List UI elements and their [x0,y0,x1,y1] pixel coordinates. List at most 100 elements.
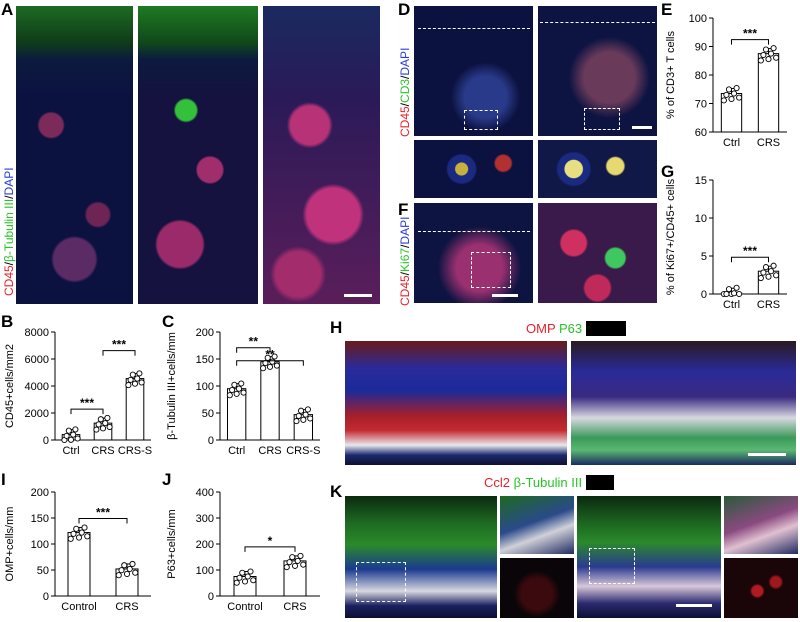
y-axis-label: CD45+cells/mm2 [4,344,16,428]
data-point [271,353,278,360]
inset-box [471,252,511,288]
x-tick-label: CRS [757,137,780,149]
data-point [736,94,743,101]
data-point [762,46,770,53]
data-point [104,414,111,421]
data-point [273,362,280,369]
data-point [239,569,246,576]
panel-label-b: B [1,312,14,331]
data-point [723,290,730,298]
stain-cd45: CD45 [398,106,412,137]
y-axis-label: OMP+cells/mm [4,507,16,582]
data-point [260,365,267,372]
micrograph-d-ctrl-zoom [414,140,533,198]
stain-sep: / [398,271,412,276]
data-point [93,426,100,433]
data-point [123,570,131,578]
y-tick-label: 100 [196,381,214,393]
data-point [97,416,104,423]
data-point [131,380,139,387]
micrograph-k-ctrl-zoom-merge [500,496,574,554]
y-axis-label: % of Ki67+/CD45+ cells [665,178,677,295]
y-tick-label: 50 [37,565,49,577]
data-point [767,50,775,57]
data-point [95,421,102,428]
y-tick-label: 50 [202,408,214,420]
panel-label-j: J [162,470,172,489]
data-point [226,392,233,399]
data-point [235,385,243,392]
y-tick-label: 4000 [25,381,49,393]
data-point [300,561,307,568]
micrograph-d-crs-zoom [538,140,657,198]
stain-ki67: Ki67 [398,247,412,272]
significance-bracket [236,360,304,366]
x-tick-label: Ctrl [228,445,245,457]
panel-label-d: D [398,0,411,19]
data-point [134,375,141,382]
panel-label-g: G [661,162,675,181]
stain-btubulin: β-Tubulin III [513,475,583,490]
significance-bracket [731,256,769,263]
y-tick-label: 150 [31,513,49,525]
chart-g: 0 5 10 15 % of Ki67+/CD45+ cells Ctrl CRS *** [665,175,787,311]
data-point [75,534,83,541]
data-point [725,86,733,93]
panel-label-f: F [398,200,409,219]
y-tick-label: 200 [196,327,214,339]
data-point [773,54,780,61]
scale-bar [492,294,518,297]
micrograph-a-ctrl [16,6,133,304]
data-point [730,90,738,97]
data-point [733,284,740,291]
stain-p63: P63 [559,321,583,336]
micrograph-h-ctrl [345,341,567,465]
micrograph-k-crs-zoom-red [724,558,798,618]
y-tick-label: 0 [208,435,214,447]
stain-dapi: DAPI [398,47,412,76]
panel-f-stain-label: CD45/Ki67/DAPI [398,217,412,306]
data-point [138,379,145,386]
data-point [74,435,81,442]
x-tick-label: CRS-S [286,445,320,457]
x-tick-label: Ctrl [723,299,740,311]
inset-box [464,110,498,130]
significance-bracket [102,350,136,356]
y-tick-label: 0 [43,591,49,603]
stain-cd3: CD3 [398,78,412,103]
significance-label: *** [80,396,94,410]
data-point [70,431,77,438]
data-point [760,51,767,59]
data-point [266,363,274,370]
data-point [297,552,304,559]
panel-d-stain-label: CD45/CD3/DAPI [398,48,412,137]
data-point [125,382,132,389]
panel-label-c: C [162,312,175,331]
panel-label-i: I [1,470,6,489]
data-point [302,411,309,418]
chart-c: 0 50 100 150 200 β-Tubulin III+cells/mm Ctrl CR… [166,327,320,457]
data-point [300,416,307,423]
channel-swatch [585,475,614,490]
y-tick-label: 5 [701,251,707,263]
data-point [304,406,311,413]
data-point [725,286,733,293]
panel-label-a: A [1,0,14,19]
data-point [121,562,128,569]
significance-bracket [731,39,769,45]
data-point [233,390,240,397]
micrograph-f [414,203,533,303]
panel-h-stain-label: OMP P63 [526,321,626,336]
data-point [289,554,296,561]
data-point [72,426,79,433]
micrograph-k-ctrl-zoom-red [500,558,574,618]
y-tick-label: 300 [196,513,214,525]
data-point [65,427,72,434]
data-point [238,380,245,387]
bar [260,361,280,441]
data-point [720,97,727,104]
x-tick-label: Control [227,601,262,613]
data-point [767,268,775,275]
y-tick-label: 60 [695,127,707,139]
data-point [236,574,243,581]
